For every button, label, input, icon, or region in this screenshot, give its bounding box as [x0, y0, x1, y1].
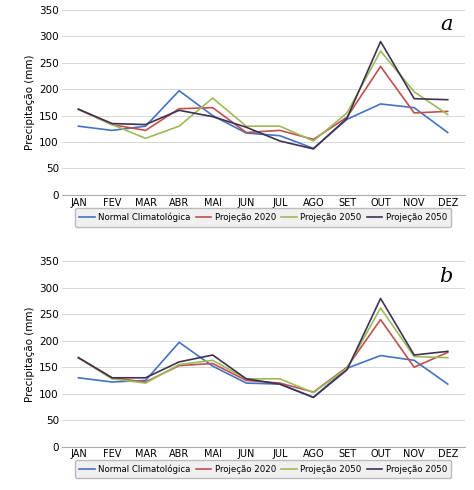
- Y-axis label: Precipitação (mm): Precipitação (mm): [25, 54, 35, 150]
- Legend: Normal Climatológica, Projeção 2020, Projeção 2050, Projeção 2050: Normal Climatológica, Projeção 2020, Pro…: [75, 460, 451, 478]
- Text: b: b: [439, 267, 452, 286]
- Legend: Normal Climatológica, Projeção 2020, Projeção 2050, Projeção 2050: Normal Climatológica, Projeção 2020, Pro…: [75, 208, 451, 226]
- Y-axis label: Precipitação (mm): Precipitação (mm): [25, 306, 35, 402]
- Text: a: a: [440, 15, 452, 34]
